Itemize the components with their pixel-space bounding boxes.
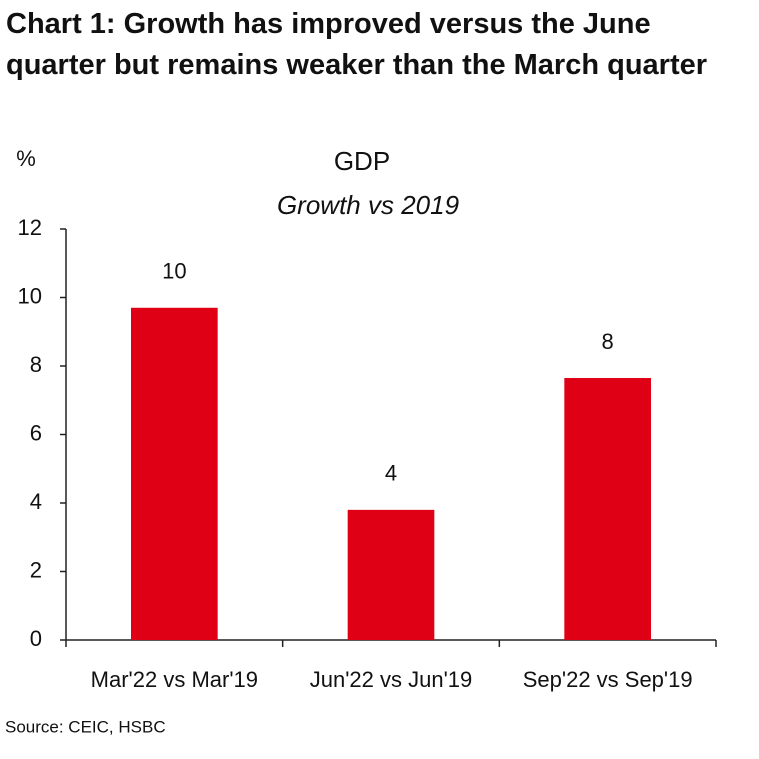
y-axis-label: % — [16, 146, 36, 171]
chart-title: Chart 1: Growth has improved versus the … — [6, 8, 708, 81]
y-tick-label: 4 — [30, 489, 42, 514]
x-tick-label: Sep'22 vs Sep'19 — [523, 667, 693, 692]
bar — [347, 509, 435, 640]
bar — [131, 307, 218, 640]
y-tick-label: 2 — [30, 557, 42, 582]
y-tick-label: 12 — [18, 215, 42, 240]
data-label: 8 — [602, 329, 614, 354]
y-tick-label: 8 — [30, 352, 42, 377]
x-tick-label: Mar'22 vs Mar'19 — [91, 667, 258, 692]
data-label: 4 — [385, 461, 397, 486]
x-tick-label: Jun'22 vs Jun'19 — [310, 667, 473, 692]
bar — [564, 377, 651, 640]
y-tick-label: 10 — [18, 283, 42, 308]
plot-title: GDP — [334, 146, 390, 176]
data-label: 10 — [162, 259, 186, 284]
y-tick-label: 6 — [30, 420, 42, 445]
source: Source: CEIC, HSBC — [5, 717, 166, 736]
y-tick-label: 0 — [30, 626, 42, 651]
plot-subtitle: Growth vs 2019 — [277, 190, 459, 220]
